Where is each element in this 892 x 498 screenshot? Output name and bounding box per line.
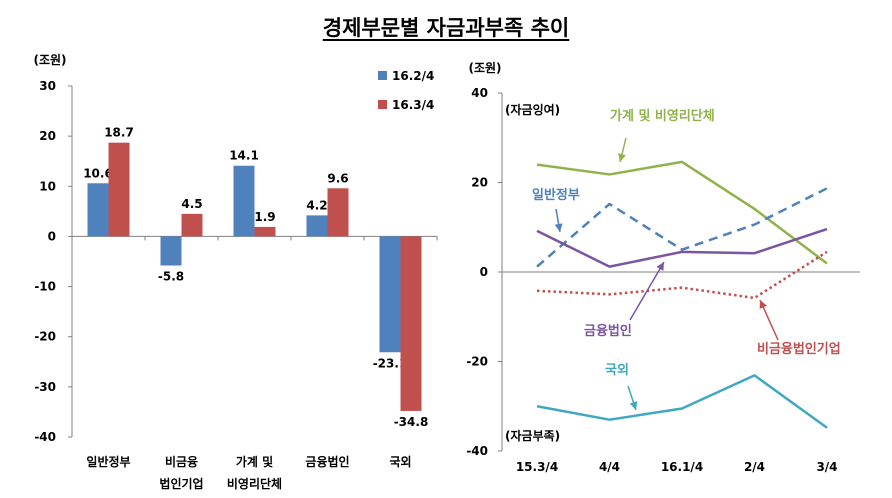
line-y-tick-label: -40 bbox=[466, 444, 488, 458]
bar-category-label: 금융법인 bbox=[305, 454, 349, 469]
series-annotation-label: 비금융법인기업 bbox=[757, 341, 841, 357]
bar-category-label: 비금융 bbox=[165, 454, 198, 469]
bar-data-label: -34.8 bbox=[394, 415, 429, 429]
line-series-3 bbox=[536, 250, 828, 300]
bar-y-tick-label: -40 bbox=[34, 430, 56, 444]
line-series-1 bbox=[536, 187, 828, 268]
bar-q2 bbox=[306, 215, 328, 237]
deficit-region-label: (자금부족) bbox=[505, 428, 560, 443]
line-series-4 bbox=[536, 374, 828, 429]
bar-unit-label: (조원) bbox=[33, 53, 66, 67]
bar-data-label: 14.1 bbox=[229, 149, 259, 163]
series-annotation-label: 일반정부 bbox=[532, 187, 580, 203]
page-title: 경제부문별 자금과부족 추이 bbox=[0, 12, 892, 42]
bar-data-label: 18.7 bbox=[104, 126, 134, 140]
bar-data-label: -5.8 bbox=[158, 270, 184, 284]
bar-data-label: 10.6 bbox=[83, 166, 113, 180]
bar-y-tick-label: -20 bbox=[34, 330, 56, 344]
series-annotation-label: 금융법인 bbox=[584, 323, 632, 339]
line-unit-label: (조원) bbox=[468, 61, 501, 75]
bar-category-label: 법인기업 bbox=[159, 476, 203, 491]
bar-y-tick-label: -10 bbox=[34, 280, 56, 294]
bar-q3 bbox=[254, 226, 276, 237]
bar-category-label: 비영리단체 bbox=[227, 476, 282, 491]
bar-q2 bbox=[87, 183, 109, 237]
bar-q2 bbox=[233, 165, 255, 237]
bar-q3 bbox=[327, 188, 349, 237]
series-annotation-label: 국외 bbox=[605, 362, 629, 378]
bar-data-label: 4.5 bbox=[181, 197, 202, 211]
line-y-tick-label: -20 bbox=[466, 355, 488, 369]
line-x-tick-label: 15.3/4 bbox=[516, 460, 558, 474]
bar-y-tick-label: 10 bbox=[39, 179, 56, 193]
bar-data-label: 4.2 bbox=[306, 198, 327, 212]
bar-y-tick-label: 20 bbox=[39, 129, 56, 143]
annotation-arrow-head bbox=[629, 401, 638, 410]
annotation-arrow-head bbox=[656, 262, 664, 271]
bar-y-tick-label: 30 bbox=[39, 79, 56, 93]
bar-category-label: 일반정부 bbox=[86, 454, 130, 469]
page-title-text: 경제부문별 자금과부족 추이 bbox=[322, 16, 570, 40]
legend-swatch bbox=[378, 71, 387, 80]
series-annotation-label: 가계 및 비영리단체 bbox=[610, 108, 715, 124]
bar-y-tick-label: 0 bbox=[48, 229, 56, 243]
line-series-0 bbox=[536, 160, 828, 265]
legend-swatch bbox=[378, 100, 387, 109]
bar-q2 bbox=[160, 236, 182, 266]
surplus-region-label: (자금잉여) bbox=[505, 102, 560, 117]
bar-data-label: 1.9 bbox=[254, 210, 275, 224]
line-y-tick-label: 0 bbox=[480, 265, 488, 279]
line-x-tick-label: 4/4 bbox=[599, 460, 620, 474]
bar-data-label: -23.1 bbox=[373, 356, 408, 370]
annotation-arrow-head bbox=[618, 153, 626, 162]
bar-category-label: 국외 bbox=[389, 454, 411, 469]
legend-label: 16.2/4 bbox=[392, 69, 434, 83]
bar-q3 bbox=[181, 213, 203, 237]
bar-q3 bbox=[400, 236, 422, 411]
bar-q3 bbox=[108, 142, 130, 237]
line-x-tick-label: 16.1/4 bbox=[661, 460, 703, 474]
line-x-tick-label: 3/4 bbox=[816, 460, 837, 474]
line-series-2 bbox=[536, 227, 828, 268]
annotation-arrow-head bbox=[554, 223, 563, 232]
bar-y-tick-label: -30 bbox=[34, 380, 56, 394]
annotation-arrow-line bbox=[629, 261, 665, 321]
line-y-tick-label: 40 bbox=[471, 86, 488, 100]
bar-category-label: 가계 및 bbox=[236, 454, 273, 469]
line-y-tick-label: 20 bbox=[471, 176, 488, 190]
legend-label: 16.3/4 bbox=[392, 98, 434, 112]
annotation-arrow-head bbox=[759, 300, 767, 309]
bar-data-label: 9.6 bbox=[327, 171, 348, 185]
bar-q2 bbox=[379, 236, 401, 353]
line-x-tick-label: 2/4 bbox=[744, 460, 765, 474]
